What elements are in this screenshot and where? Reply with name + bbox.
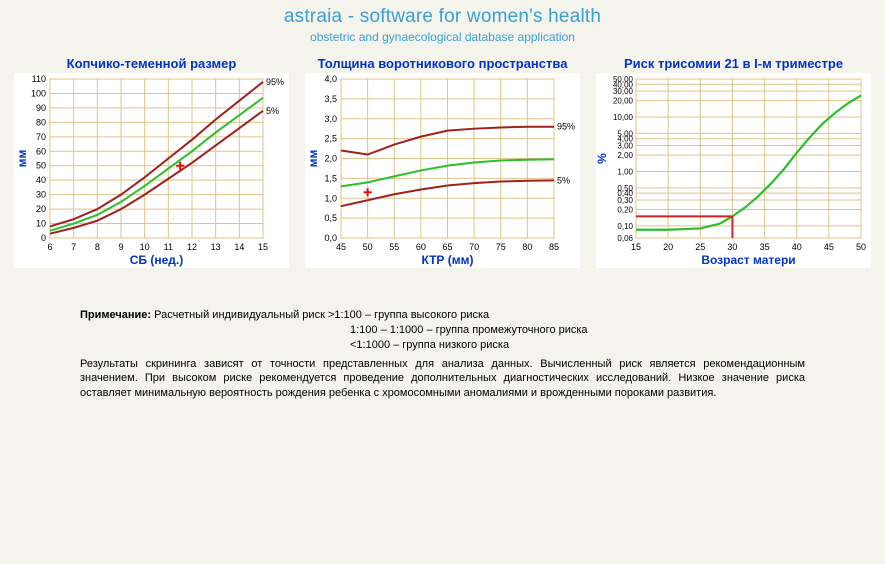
svg-text:15: 15 [258,242,268,252]
svg-text:3,0: 3,0 [324,114,337,124]
svg-text:10,00: 10,00 [613,113,634,122]
svg-text:60: 60 [416,242,426,252]
svg-text:0: 0 [41,233,46,243]
svg-text:20,00: 20,00 [613,97,634,106]
chart2-svg: 45 50 55 60 65 70 75 80 85 0,0 0,5 1,0 1,5 2,0 2,5 3,0 3… [305,73,580,268]
svg-text:50: 50 [36,161,46,171]
svg-text:11: 11 [164,242,173,252]
svg-text:50: 50 [856,242,866,252]
svg-text:80: 80 [522,242,532,252]
notes-l1: Расчетный индивидуальный риск >1:100 – г… [154,308,489,323]
svg-text:2,00: 2,00 [617,151,633,160]
svg-text:60: 60 [36,146,46,156]
svg-text:70: 70 [36,132,46,142]
svg-text:%: % [596,153,609,164]
chart3-title: Риск трисомии 21 в I-м триместре [596,56,871,71]
svg-text:СБ (нед.): СБ (нед.) [130,253,184,267]
chart-risk: Риск трисомии 21 в I-м триместре 15 20 25 3… [596,56,871,268]
svg-text:0,50: 0,50 [617,184,633,193]
svg-text:110: 110 [32,74,46,84]
svg-text:100: 100 [31,88,46,98]
svg-text:4,0: 4,0 [324,74,337,84]
svg-text:20: 20 [36,204,46,214]
notes-l2: 1:100 – 1:1000 – группа промежуточного р… [350,323,805,338]
svg-text:6: 6 [47,242,52,252]
svg-text:0,06: 0,06 [617,234,633,243]
svg-text:Возраст матери: Возраст матери [701,253,795,267]
svg-text:50: 50 [363,242,373,252]
svg-text:25: 25 [695,242,705,252]
svg-text:65: 65 [442,242,452,252]
svg-text:КТР (мм): КТР (мм) [421,253,473,267]
svg-text:10: 10 [140,242,150,252]
svg-text:95%: 95% [557,122,575,132]
svg-text:55: 55 [389,242,399,252]
notes-label: Примечание: [80,308,151,323]
svg-text:5%: 5% [266,106,279,116]
notes-body: Результаты скрининга зависят от точности… [80,357,805,402]
svg-text:40: 40 [36,175,46,185]
svg-text:мм: мм [15,150,29,168]
svg-text:0,0: 0,0 [324,233,337,243]
charts-row: Копчико-теменной размер 6 7 8 9 10 11 12 13 14 15… [0,44,885,268]
header: astraia - software for women's health ob… [0,0,885,44]
svg-text:0,20: 0,20 [617,206,633,215]
svg-text:1,00: 1,00 [617,167,633,176]
svg-text:0,10: 0,10 [617,222,633,231]
svg-text:20: 20 [663,242,673,252]
chart-nt: Толщина воротникового пространства 45 50 5… [305,56,580,268]
svg-text:75: 75 [496,242,506,252]
chart-crl: Копчико-теменной размер 6 7 8 9 10 11 12 13 14 15… [14,56,289,268]
svg-text:мм: мм [306,150,320,168]
svg-text:9: 9 [118,242,123,252]
svg-text:0,5: 0,5 [324,213,337,223]
svg-text:14: 14 [234,242,244,252]
svg-text:7: 7 [71,242,76,252]
svg-text:70: 70 [469,242,479,252]
svg-text:5%: 5% [557,175,570,185]
svg-text:90: 90 [36,103,46,113]
svg-text:35: 35 [760,242,770,252]
brand-subtitle: obstetric and gynaecological database ap… [0,30,885,44]
svg-text:8: 8 [95,242,100,252]
notes-l3: <1:1000 – группа низкого риска [350,338,805,353]
svg-text:80: 80 [36,117,46,127]
svg-text:45: 45 [824,242,834,252]
svg-text:5,00: 5,00 [617,129,633,138]
chart1-title: Копчико-теменной размер [14,56,289,71]
chart1-svg: 6 7 8 9 10 11 12 13 14 15 0 10 20 30 40 50 60 70 80 90 100 11… [14,73,289,268]
svg-text:3,5: 3,5 [324,94,337,104]
svg-text:30: 30 [727,242,737,252]
svg-text:50,00: 50,00 [613,75,634,84]
svg-text:85: 85 [549,242,559,252]
chart3-svg: 15202530354045500,060,100,200,300,400,50… [596,73,871,268]
svg-text:10: 10 [36,219,46,229]
notes-block: Примечание: Расчетный индивидуальный рис… [0,268,885,401]
svg-text:2,5: 2,5 [324,134,337,144]
svg-text:30: 30 [36,190,46,200]
svg-text:40: 40 [792,242,802,252]
svg-text:1,0: 1,0 [324,193,337,203]
svg-text:1,5: 1,5 [324,173,337,183]
svg-text:2,0: 2,0 [324,154,337,164]
chart2-title: Толщина воротникового пространства [305,56,580,71]
svg-text:95%: 95% [266,77,284,87]
svg-text:15: 15 [631,242,641,252]
svg-text:12: 12 [187,242,197,252]
svg-text:45: 45 [336,242,346,252]
brand-title: astraia - software for women's health [0,6,885,28]
svg-text:13: 13 [211,242,221,252]
